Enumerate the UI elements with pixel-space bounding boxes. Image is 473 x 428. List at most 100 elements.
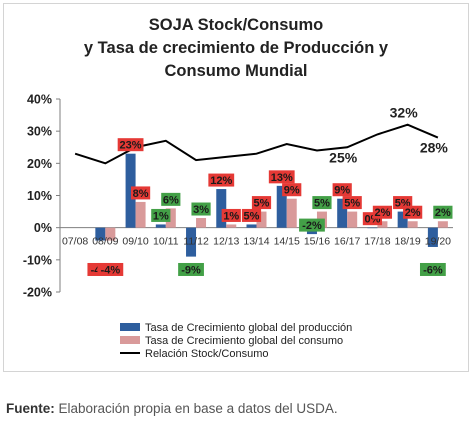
y-tick-label: 30% xyxy=(27,125,52,139)
consumption-bar xyxy=(286,198,297,228)
data-label: 9% xyxy=(284,185,300,197)
consumption-bar xyxy=(256,211,267,228)
data-label: 9% xyxy=(334,185,350,197)
x-tick-label: 12/13 xyxy=(213,236,239,248)
x-tick-label: 07/08 xyxy=(62,236,88,248)
data-label-badge xyxy=(97,262,124,276)
data-label: 5% xyxy=(254,198,270,210)
data-label: 1% xyxy=(153,210,169,222)
legend-label: Relación Stock/Consumo xyxy=(145,348,269,360)
data-label: 23% xyxy=(120,140,142,152)
data-label-badge xyxy=(312,196,332,210)
y-tick-label: 20% xyxy=(27,157,52,171)
x-tick-label: 19/20 xyxy=(425,236,451,248)
data-label: 5% xyxy=(344,198,360,210)
source-prefix: Fuente: xyxy=(6,401,55,416)
consumption-bar xyxy=(347,211,358,228)
data-label: 8% xyxy=(133,188,149,200)
data-label-badge xyxy=(161,192,181,206)
consumption-bar xyxy=(196,218,207,228)
production-bar xyxy=(427,227,438,247)
data-label-badge xyxy=(178,262,204,276)
production-bar xyxy=(246,224,257,228)
y-tick-label: -10% xyxy=(23,253,52,267)
data-label: 12% xyxy=(210,175,232,187)
data-label: 5% xyxy=(314,198,330,210)
source-text: Elaboración propia en base a datos del U… xyxy=(54,401,338,416)
production-bar xyxy=(95,227,106,241)
data-label: -9% xyxy=(181,264,201,276)
y-tick-label: 10% xyxy=(27,189,52,203)
y-tick-label: 40% xyxy=(27,93,52,107)
line-data-label: 32% xyxy=(390,105,419,121)
x-tick-label: 10/11 xyxy=(153,236,179,248)
consumption-bar xyxy=(165,208,176,228)
data-label-badge xyxy=(332,183,352,197)
data-label: 5% xyxy=(244,210,260,222)
production-bar xyxy=(155,224,166,228)
data-label-badge xyxy=(282,183,302,197)
data-label-badge xyxy=(419,262,446,276)
data-label: 2% xyxy=(405,207,421,219)
production-bar xyxy=(216,189,227,228)
data-label-badge xyxy=(221,208,241,222)
production-bar xyxy=(186,227,197,257)
line-data-label: 28% xyxy=(420,140,449,156)
data-label: 1% xyxy=(223,210,239,222)
x-tick-label: 11/12 xyxy=(183,236,209,248)
consumption-bar xyxy=(105,227,116,241)
legend-label: Tasa de Crecimiento global del consumo xyxy=(145,335,343,347)
chart-title-line: SOJA Stock/Consumo xyxy=(149,16,324,34)
data-label-badge xyxy=(241,208,262,222)
data-label: -2% xyxy=(302,220,322,232)
data-label-badge xyxy=(342,196,362,210)
data-label-badge xyxy=(208,173,235,187)
production-bar xyxy=(276,185,287,228)
production-bar xyxy=(337,198,348,228)
legend-label: Tasa de Crecimiento global del producció… xyxy=(145,322,352,334)
data-label-badge xyxy=(251,196,272,210)
data-label-badge xyxy=(403,205,423,219)
y-tick-label: 0% xyxy=(34,221,52,235)
legend-swatch xyxy=(120,336,140,344)
chart-frame: SOJA Stock/Consumo y Tasa de crecimiento … xyxy=(3,3,469,372)
data-label-badge xyxy=(130,186,151,200)
consumption-bar xyxy=(226,224,237,228)
x-tick-label: 16/17 xyxy=(334,236,360,248)
legend-swatch xyxy=(120,323,140,331)
x-tick-label: 08/09 xyxy=(92,236,118,248)
data-label-badge xyxy=(299,218,325,232)
production-bar xyxy=(397,211,408,228)
data-label: -6% xyxy=(423,264,443,276)
consumption-bar xyxy=(407,221,418,228)
chart-title-line: y Tasa de crecimiento de Producción y xyxy=(84,39,389,57)
data-label: 2% xyxy=(374,207,390,219)
x-tick-label: 18/19 xyxy=(395,236,421,248)
data-label: 2% xyxy=(435,207,451,219)
data-label-badge xyxy=(268,170,295,184)
data-label-badge xyxy=(191,202,211,216)
consumption-bar xyxy=(437,221,448,228)
data-label: 3% xyxy=(193,204,209,216)
data-label: 13% xyxy=(271,172,293,184)
data-label-badge xyxy=(433,205,453,219)
source-note: Fuente: Elaboración propia en base a dat… xyxy=(6,401,338,416)
consumption-bar xyxy=(135,201,146,228)
x-tick-label: 17/18 xyxy=(364,236,390,248)
x-tick-label: 15/16 xyxy=(304,236,330,248)
data-label-badge xyxy=(372,205,393,219)
data-label: -4% xyxy=(101,264,121,276)
y-tick-label: -20% xyxy=(23,286,52,300)
data-label-badge xyxy=(117,138,144,152)
line-data-label: 25% xyxy=(329,149,358,165)
x-tick-label: 13/14 xyxy=(243,236,269,248)
consumption-bar xyxy=(377,221,388,228)
data-label-badge xyxy=(151,208,171,222)
production-bar xyxy=(367,227,378,229)
data-label: 6% xyxy=(163,194,179,206)
production-bar xyxy=(125,153,136,228)
x-tick-label: 09/10 xyxy=(122,236,148,248)
chart-title-line: Consumo Mundial xyxy=(165,62,308,80)
x-tick-label: 14/15 xyxy=(274,236,300,248)
chart: SOJA Stock/Consumo y Tasa de crecimiento … xyxy=(23,16,453,360)
